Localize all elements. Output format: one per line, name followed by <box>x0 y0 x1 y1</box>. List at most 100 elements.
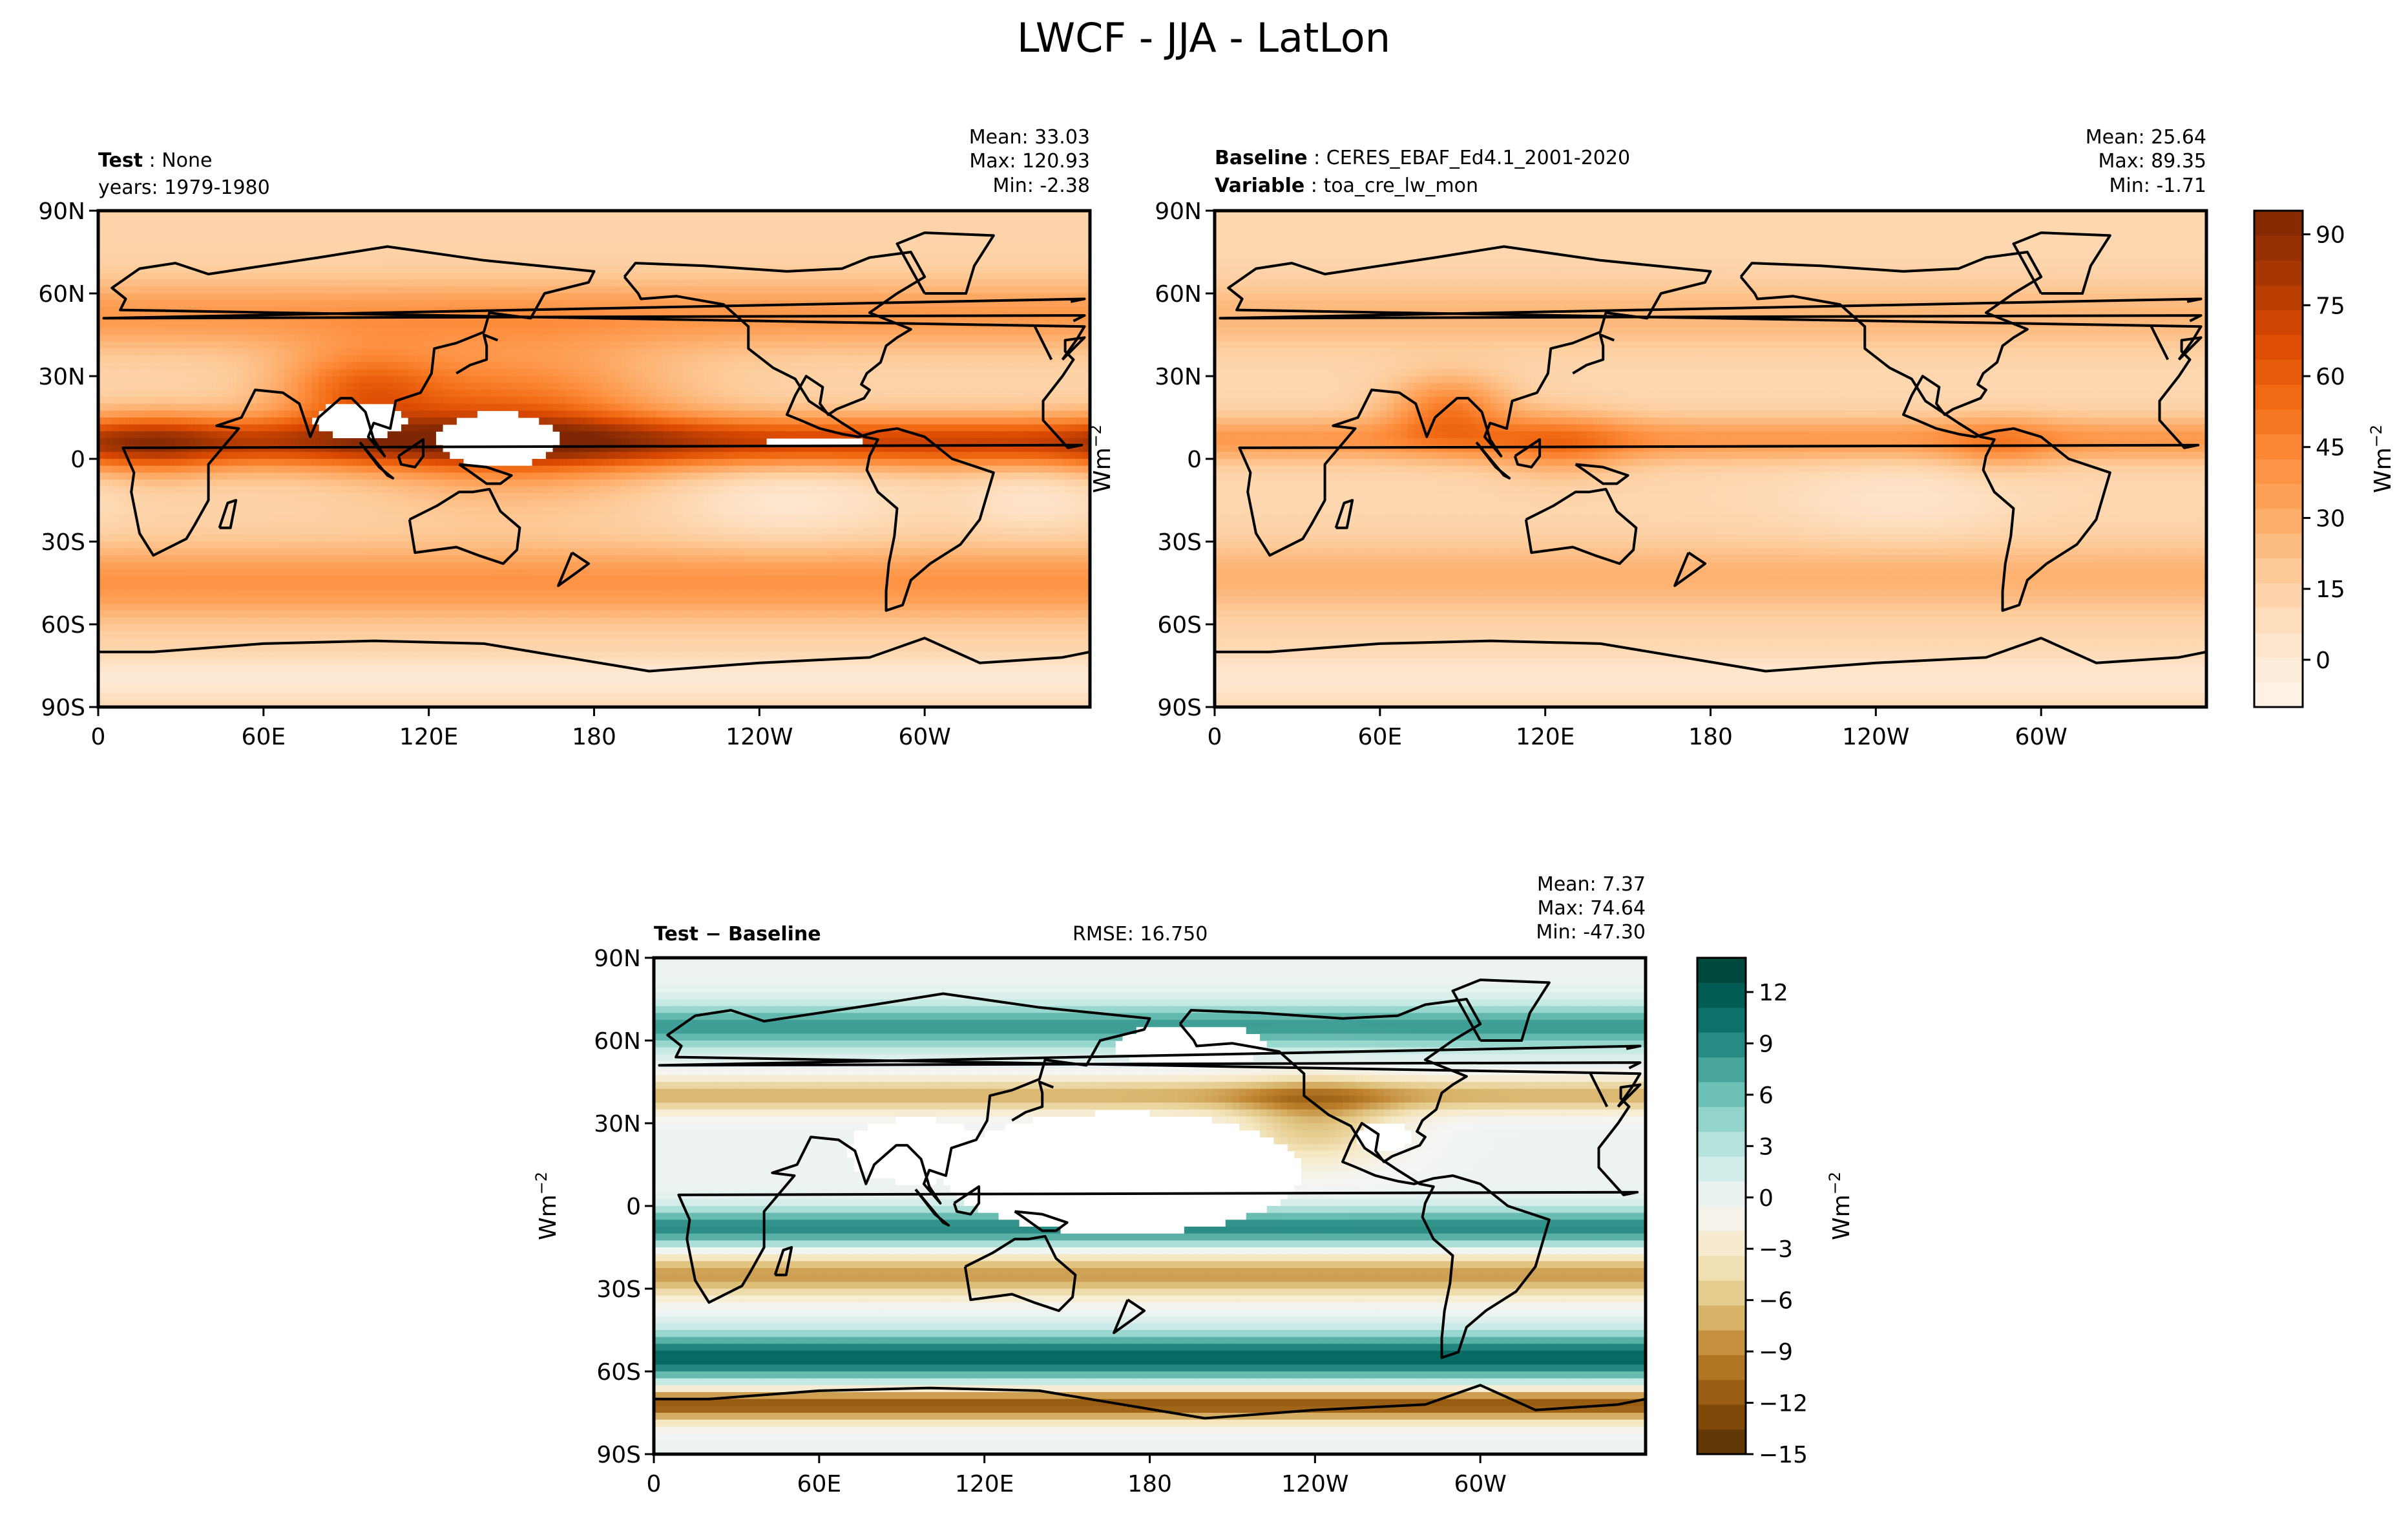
map-cell <box>463 217 471 225</box>
map-cell <box>325 362 333 370</box>
map-cell <box>759 321 767 328</box>
map-cell <box>801 252 808 260</box>
map-cell <box>504 252 512 260</box>
map-cell <box>422 211 430 218</box>
map-cell <box>257 341 264 349</box>
map-cell <box>917 211 925 218</box>
map-cell <box>1055 217 1063 225</box>
map-cell <box>566 321 574 328</box>
map-cell <box>987 293 994 301</box>
map-cell <box>304 452 313 460</box>
map-cell <box>993 238 1001 246</box>
map-cell <box>587 362 595 370</box>
map-cell <box>160 348 168 356</box>
map-cell <box>910 259 919 266</box>
map-cell <box>160 245 168 253</box>
map-cell <box>435 224 443 232</box>
map-cell <box>1083 314 1090 322</box>
map-cell <box>780 410 788 418</box>
map-cell <box>497 383 505 390</box>
map-cell <box>752 273 760 280</box>
map-cell <box>684 403 691 411</box>
map-cell <box>904 252 912 260</box>
map-cell <box>277 355 285 363</box>
map-cell <box>807 286 815 294</box>
map-cell <box>1049 328 1056 335</box>
map-cell <box>118 335 127 343</box>
map-cell <box>249 417 257 425</box>
map-cell <box>215 362 223 370</box>
map-cell <box>607 410 616 418</box>
map-cell <box>718 307 726 315</box>
map-cell <box>545 355 554 363</box>
map-cell <box>876 238 884 246</box>
map-cell <box>622 307 629 315</box>
map-cell <box>1028 273 1036 280</box>
map-cell <box>132 259 140 266</box>
map-cell <box>697 293 705 301</box>
map-cell <box>139 245 147 253</box>
map-cell <box>236 376 244 384</box>
map-cell <box>118 431 127 439</box>
map-cell <box>835 224 843 232</box>
map-cell <box>1000 424 1008 432</box>
map-cell <box>236 355 244 363</box>
map-cell <box>545 224 554 232</box>
map-cell <box>1034 293 1042 301</box>
map-cell <box>663 217 671 225</box>
map-cell <box>381 266 388 273</box>
map-cell <box>442 417 450 425</box>
map-cell <box>463 266 471 273</box>
map-cell <box>511 273 519 280</box>
map-cell <box>229 383 236 390</box>
map-cell <box>263 252 271 260</box>
map-cell <box>401 321 409 328</box>
map-cell <box>746 314 753 322</box>
map-cell <box>497 355 505 363</box>
map-cell <box>669 321 678 328</box>
map-cell <box>180 403 189 411</box>
map-cell <box>690 383 698 390</box>
map-cell <box>718 286 726 294</box>
map-cell <box>194 224 202 232</box>
map-cell <box>146 369 154 377</box>
map-cell <box>663 417 671 425</box>
map-cell <box>801 217 808 225</box>
map-cell <box>112 431 120 439</box>
map-cell <box>972 252 981 260</box>
map-cell <box>132 362 140 370</box>
map-cell <box>1055 266 1063 273</box>
map-cell <box>704 279 712 287</box>
map-cell <box>311 452 319 460</box>
map-cell <box>394 279 402 287</box>
map-cell <box>746 217 753 225</box>
map-cell <box>490 376 498 384</box>
map-cell <box>566 369 574 377</box>
map-cell <box>435 279 443 287</box>
map-cell <box>752 321 760 328</box>
map-cell <box>428 245 436 253</box>
map-cell <box>298 417 306 425</box>
map-cell <box>993 369 1001 377</box>
map-cell <box>669 286 678 294</box>
map-cell <box>642 286 650 294</box>
map-cell <box>194 293 202 301</box>
map-cell <box>532 273 539 280</box>
map-cell <box>669 224 678 232</box>
map-cell <box>601 335 609 343</box>
map-cell <box>332 238 340 246</box>
map-cell <box>945 286 953 294</box>
map-cell <box>229 390 236 397</box>
map-cell <box>931 403 939 411</box>
map-cell <box>401 397 409 405</box>
map-cell <box>194 383 202 390</box>
map-cell <box>979 355 987 363</box>
map-cell <box>635 410 643 418</box>
map-cell <box>931 383 939 390</box>
map-cell <box>545 300 554 308</box>
map-cell <box>167 355 174 363</box>
map-cell <box>1034 424 1042 432</box>
map-cell <box>642 417 650 425</box>
map-cell <box>1014 245 1021 253</box>
map-cell <box>601 376 609 384</box>
